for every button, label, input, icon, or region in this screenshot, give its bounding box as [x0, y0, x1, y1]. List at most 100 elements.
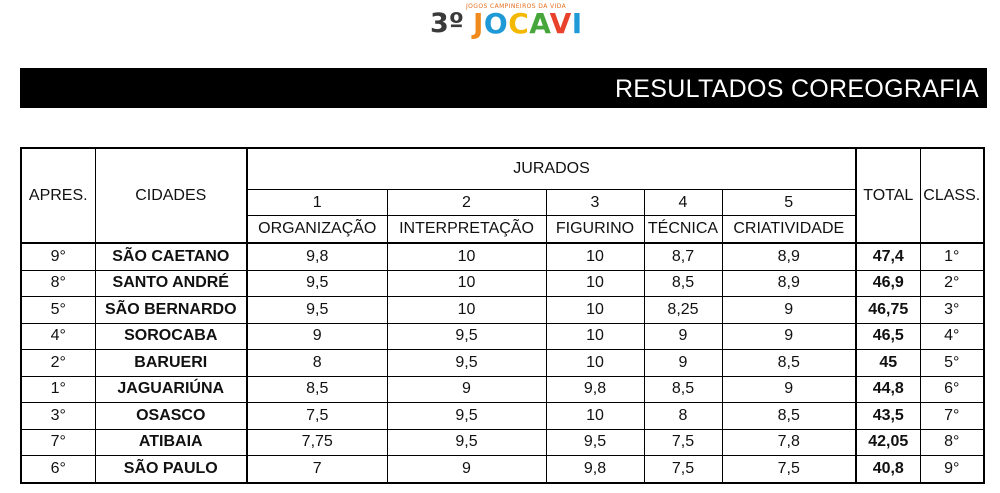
score-cell: 9,8: [545, 375, 645, 403]
judge-number: 3: [545, 189, 645, 216]
judge-number: 1: [246, 189, 388, 216]
page-title: RESULTADOS COREOGRAFIA: [614, 75, 979, 103]
score-cell: 7,8: [721, 428, 857, 456]
total-cell: 43,5: [855, 402, 921, 430]
total-cell: 45: [855, 349, 921, 377]
score-cell: 9: [386, 375, 547, 403]
apres-cell: 8°: [20, 269, 96, 297]
header-jurados: JURADOS: [245, 147, 857, 190]
score-cell: 8,5: [721, 349, 857, 377]
score-cell: 9,8: [545, 455, 645, 483]
total-cell: 40,8: [855, 455, 921, 483]
class-cell: 6°: [919, 375, 985, 403]
total-cell: 46,75: [855, 296, 921, 324]
score-cell: 7: [246, 455, 388, 483]
score-cell: 7,75: [246, 428, 388, 456]
city-cell: OSASCO: [94, 402, 248, 430]
class-cell: 1°: [919, 242, 985, 271]
score-cell: 9: [386, 455, 547, 483]
header-apres: APRES.: [20, 147, 96, 244]
score-cell: 9: [721, 296, 857, 324]
city-cell: BARUERI: [94, 349, 248, 377]
score-cell: 8,5: [246, 375, 388, 403]
table-row: 1° JAGUARIÚNA 8,5 9 9,8 8,5 9 44,8 6°: [20, 375, 985, 403]
class-cell: 7°: [919, 402, 985, 430]
total-cell: 46,9: [855, 269, 921, 297]
score-cell: 7,5: [643, 428, 723, 456]
apres-cell: 4°: [20, 322, 96, 350]
score-cell: 9: [643, 322, 723, 350]
score-cell: 7,5: [246, 402, 388, 430]
city-cell: SÃO CAETANO: [94, 242, 248, 271]
score-cell: 10: [545, 402, 645, 430]
table-row: 5° SÃO BERNARDO 9,5 10 10 8,25 9 46,75 3°: [20, 296, 985, 324]
table-row: 8° SANTO ANDRÉ 9,5 10 10 8,5 8,9 46,9 2°: [20, 269, 985, 297]
judge-criterion: FIGURINO: [545, 215, 645, 244]
table-row: 7° ATIBAIA 7,75 9,5 9,5 7,5 7,8 42,05 8°: [20, 428, 985, 456]
judge-number: 4: [643, 189, 723, 216]
header-total: TOTAL: [855, 147, 921, 244]
score-cell: 8,7: [643, 242, 723, 271]
score-cell: 9: [721, 322, 857, 350]
judge-criterion: CRIATIVIDADE: [721, 215, 857, 244]
score-cell: 9,5: [386, 322, 547, 350]
header-cidades: CIDADES: [94, 147, 248, 244]
class-cell: 2°: [919, 269, 985, 297]
total-cell: 46,5: [855, 322, 921, 350]
table-row: 9° SÃO CAETANO 9,8 10 10 8,7 8,9 47,4 1°: [20, 242, 985, 271]
apres-cell: 3°: [20, 402, 96, 430]
apres-cell: 9°: [20, 242, 96, 271]
score-cell: 10: [545, 322, 645, 350]
score-cell: 8,5: [643, 269, 723, 297]
judge-number: 5: [721, 189, 857, 216]
class-cell: 3°: [919, 296, 985, 324]
score-cell: 9,8: [246, 242, 388, 271]
score-cell: 9: [246, 322, 388, 350]
score-cell: 10: [386, 269, 547, 297]
city-cell: SOROCABA: [94, 322, 248, 350]
logo-letter: J: [473, 7, 484, 40]
score-cell: 10: [386, 242, 547, 271]
score-cell: 10: [545, 269, 645, 297]
class-cell: 4°: [919, 322, 985, 350]
city-cell: SANTO ANDRÉ: [94, 269, 248, 297]
city-cell: SÃO BERNARDO: [94, 296, 248, 324]
apres-cell: 6°: [20, 455, 96, 483]
class-cell: 8°: [919, 428, 985, 456]
score-cell: 8,5: [643, 375, 723, 403]
score-cell: 9,5: [545, 428, 645, 456]
logo-letter: C: [508, 7, 530, 40]
logo-letter: A: [529, 7, 550, 40]
apres-cell: 7°: [20, 428, 96, 456]
city-cell: SÃO PAULO: [94, 455, 248, 483]
score-cell: 10: [386, 296, 547, 324]
total-cell: 44,8: [855, 375, 921, 403]
city-cell: JAGUARIÚNA: [94, 375, 248, 403]
results-table: APRES. CIDADES JURADOS TOTAL CLASS. 1 2 …: [20, 147, 986, 484]
judge-criterion: INTERPRETAÇÃO: [386, 215, 547, 244]
class-cell: 9°: [919, 455, 985, 483]
table-row: 6° SÃO PAULO 7 9 9,8 7,5 7,5 40,8 9°: [20, 455, 985, 483]
score-cell: 7,5: [643, 455, 723, 483]
apres-cell: 5°: [20, 296, 96, 324]
logo-tagline: JOGOS CAMPINEIROS DA VIDA: [466, 3, 567, 10]
score-cell: 10: [545, 349, 645, 377]
table-row: 3° OSASCO 7,5 9,5 10 8 8,5 43,5 7°: [20, 402, 985, 430]
score-cell: 10: [545, 296, 645, 324]
score-cell: 9,5: [386, 349, 547, 377]
score-cell: 8: [643, 402, 723, 430]
score-cell: 8,9: [721, 269, 857, 297]
class-cell: 5°: [919, 349, 985, 377]
score-cell: 8: [246, 349, 388, 377]
apres-cell: 1°: [20, 375, 96, 403]
logo-letter: O: [483, 7, 509, 40]
jocavi-logo: JOGOS CAMPINEIROS DA VIDA 3º JOCAVI: [428, 2, 582, 40]
score-cell: 9,5: [386, 402, 547, 430]
city-cell: ATIBAIA: [94, 428, 248, 456]
table-row: 4° SOROCABA 9 9,5 10 9 9 46,5 4°: [20, 322, 985, 350]
logo-ordinal: 3º: [430, 8, 465, 39]
score-cell: 9: [643, 349, 723, 377]
header-class: CLASS.: [919, 147, 985, 244]
score-cell: 9: [721, 375, 857, 403]
score-cell: 9,5: [246, 296, 388, 324]
